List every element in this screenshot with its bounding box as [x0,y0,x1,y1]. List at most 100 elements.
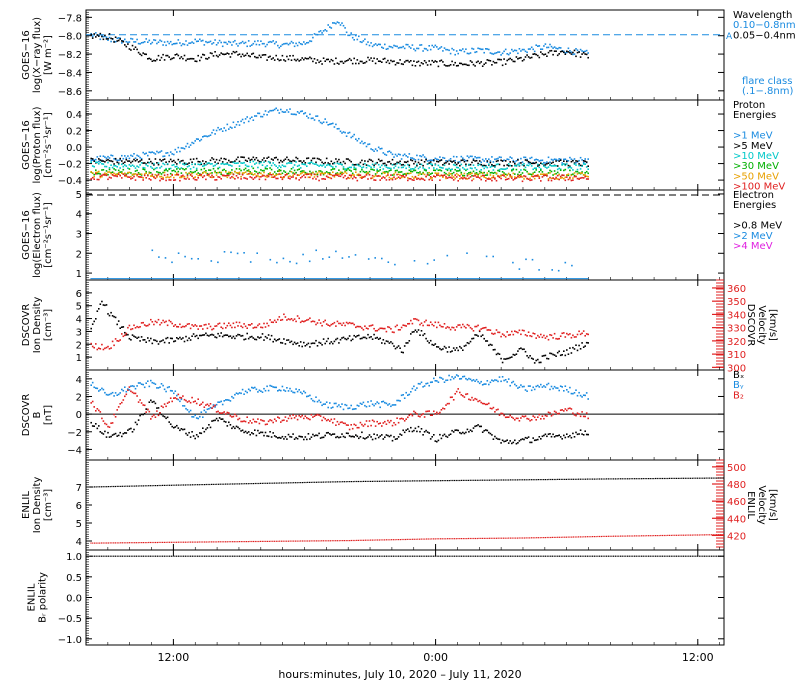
data-point [429,321,432,323]
y-right-tick-label: 350 [727,297,746,308]
data-point [390,162,392,165]
data-point [147,408,149,411]
data-point [485,158,487,160]
y-tick-label: −8.6 [58,87,82,98]
data-point [520,417,522,419]
data-point [150,58,152,61]
data-point [200,162,203,165]
data-point [199,38,201,41]
data-point [400,394,403,397]
data-point [567,160,570,162]
data-point [563,50,565,53]
data-point [200,432,203,435]
data-point [373,404,375,407]
data-point [448,174,450,177]
data-point [582,174,585,176]
data-point [368,170,371,173]
data-point [292,113,294,116]
data-point [454,174,456,176]
data-point [466,378,469,381]
data-point [413,331,415,333]
data-point [176,398,178,400]
data-point [385,164,388,166]
data-point [451,177,453,179]
data-point [364,62,366,64]
data-point [260,326,262,329]
data-point [223,168,225,171]
data-point [547,411,550,414]
data-point [495,158,498,160]
data-point [495,437,498,440]
data-point [537,358,539,361]
data-point [217,401,219,403]
data-point [365,164,368,166]
data-point [315,170,317,173]
data-point [529,441,531,444]
data-point [128,41,131,43]
data-point [99,348,102,350]
data-point [247,422,250,424]
data-point [235,162,238,164]
data-point [104,347,106,350]
data-point [225,41,227,44]
data-point [350,170,352,172]
data-point [246,327,248,329]
data-point [512,353,515,356]
data-point [582,330,585,332]
data-point [377,338,380,340]
data-point [102,388,105,391]
data-point [572,51,574,54]
data-point [191,335,193,337]
data-point [478,156,481,159]
data-point [584,50,586,53]
data-point [330,434,333,436]
data-point [260,390,262,392]
data-point [238,173,241,175]
data-point [93,178,95,180]
data-point [538,56,541,59]
data-point [286,55,288,58]
data-point [105,423,108,426]
data-point [194,163,196,165]
data-point [553,50,556,52]
data-point [140,159,143,161]
y-right-tick-label: 500 [727,463,746,474]
legend-entry: 0.10−0.8nm [733,20,796,31]
data-point [544,53,547,55]
data-point [384,171,386,173]
data-point [408,177,411,180]
y-right-tick-label: 420 [727,531,746,542]
data-point [278,338,281,340]
data-point [469,52,472,54]
data-point [105,172,108,175]
data-point [411,44,414,46]
data-point [272,162,274,164]
data-point [318,158,320,160]
data-point [293,164,296,166]
data-point [316,164,319,166]
data-point [182,175,184,178]
data-point [148,172,151,175]
y-tick-label: 1 [76,353,82,364]
data-point [228,53,230,55]
data-point [191,172,193,175]
data-point [269,173,271,176]
data-point [93,406,95,408]
data-point [561,164,563,166]
data-point [572,392,574,395]
data-point [159,323,161,326]
data-point [234,413,236,416]
data-point [150,151,152,154]
data-point [136,154,138,157]
data-point [585,412,588,414]
data-point [460,159,463,162]
data-point [189,401,192,404]
data-point [183,175,186,178]
data-point [220,163,222,165]
data-point [388,45,391,48]
data-point [396,161,398,164]
data-point [391,177,394,180]
data-point [558,178,560,181]
data-point [532,386,534,389]
